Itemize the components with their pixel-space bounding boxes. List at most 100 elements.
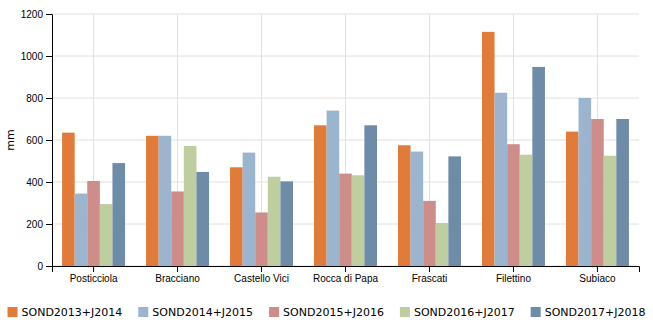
axis-domain [46, 15, 53, 267]
bar [243, 153, 256, 266]
tick-label: 200 [26, 219, 43, 230]
tick-label: Castello Vici [234, 273, 289, 284]
tick: Bracciano [155, 266, 200, 284]
legend-swatch [531, 307, 541, 317]
legend-swatch [8, 307, 18, 317]
tick-label: Frascati [412, 273, 448, 284]
tick: 0 [37, 261, 52, 272]
tick-label: Bracciano [155, 273, 200, 284]
axis-domain [53, 267, 640, 273]
legend-label: SOND2016+J2017 [414, 306, 515, 319]
tick-mark [261, 266, 262, 272]
tick: Rocca di Papa [313, 266, 378, 284]
tick-mark [345, 266, 346, 272]
bar [268, 177, 281, 266]
bar [171, 191, 184, 266]
bar [604, 156, 617, 266]
tick-mark [46, 56, 52, 57]
bar [159, 136, 172, 266]
bar [364, 125, 377, 266]
bar [495, 93, 508, 266]
bar-series [112, 67, 628, 266]
bar [352, 175, 365, 266]
tick-label: 0 [37, 261, 43, 272]
tick-label: 600 [26, 135, 43, 146]
legend-label: SOND2013+J2014 [22, 306, 123, 319]
tick: Posticciola [70, 266, 118, 284]
bar [339, 174, 352, 266]
bar [448, 156, 461, 266]
tick: 600 [26, 135, 52, 146]
legend-label: SOND2014+J2015 [152, 306, 253, 319]
tick-label: Filettino [496, 273, 531, 284]
bar-series [87, 119, 603, 266]
tick-mark [513, 266, 514, 272]
legend-item: SOND2015+J2016 [269, 306, 384, 319]
bars [62, 32, 629, 266]
tick-label: 400 [26, 177, 43, 188]
legend-item: SOND2017+J2018 [531, 306, 646, 319]
plot: 0 200 400 600 800 1000 1200 Posticciola Braccian… [21, 9, 640, 284]
legend-label: SOND2015+J2016 [283, 306, 384, 319]
y-axis-label: mm [4, 129, 17, 150]
tick-label: 800 [26, 93, 43, 104]
tick-mark [46, 98, 52, 99]
legend-swatch [138, 307, 148, 317]
bar [62, 133, 75, 266]
tick-mark [46, 182, 52, 183]
x-axis: Posticciola Bracciano Castello Vici Rocca d… [53, 266, 640, 284]
legend-item: SOND2013+J2014 [8, 306, 123, 319]
bar-series [75, 93, 591, 266]
bar [184, 146, 197, 266]
tick-mark [46, 140, 52, 141]
grid [52, 14, 639, 266]
tick-label: Rocca di Papa [313, 273, 378, 284]
legend-swatch [269, 307, 279, 317]
tick-mark [46, 14, 52, 15]
tick: Frascati [412, 266, 448, 284]
bar [255, 212, 268, 266]
tick-label: 1000 [21, 51, 44, 62]
bar [482, 32, 495, 266]
tick-mark [177, 266, 178, 272]
bar [520, 155, 533, 266]
legend-label: SOND2017+J2018 [545, 306, 646, 319]
bar [579, 98, 592, 266]
legend-swatch [400, 307, 410, 317]
tick-mark [429, 266, 430, 272]
legend: SOND2013+J2014 SOND2014+J2015 SOND2015+J20… [8, 306, 646, 319]
tick: 200 [26, 219, 52, 230]
bar [566, 132, 579, 266]
bar [112, 163, 125, 266]
chart: 0 200 400 600 800 1000 1200 Posticciola Braccian… [0, 0, 653, 328]
tick-mark [46, 266, 52, 267]
legend-item: SOND2016+J2017 [400, 306, 515, 319]
tick: 800 [26, 93, 52, 104]
bar [532, 67, 545, 266]
bar-series [62, 32, 578, 266]
bar [87, 181, 100, 266]
bar [507, 144, 520, 266]
bar [280, 181, 293, 266]
bar [75, 194, 88, 266]
bar [314, 125, 327, 266]
bar [616, 119, 629, 266]
tick-mark [93, 266, 94, 272]
tick-mark [46, 224, 52, 225]
tick-label: Subiaco [579, 273, 616, 284]
bar [436, 223, 449, 266]
tick: Subiaco [579, 266, 616, 284]
bar [146, 136, 159, 266]
bar [327, 111, 340, 266]
bar [423, 201, 436, 266]
bar [100, 204, 113, 266]
bar [591, 119, 604, 266]
tick-label: Posticciola [70, 273, 118, 284]
tick: Filettino [496, 266, 531, 284]
tick-mark [597, 266, 598, 272]
tick: 1000 [21, 51, 52, 62]
tick: 400 [26, 177, 52, 188]
tick-label: 1200 [21, 9, 44, 20]
y-axis: 0 200 400 600 800 1000 1200 [21, 9, 53, 272]
tick: Castello Vici [234, 266, 289, 284]
